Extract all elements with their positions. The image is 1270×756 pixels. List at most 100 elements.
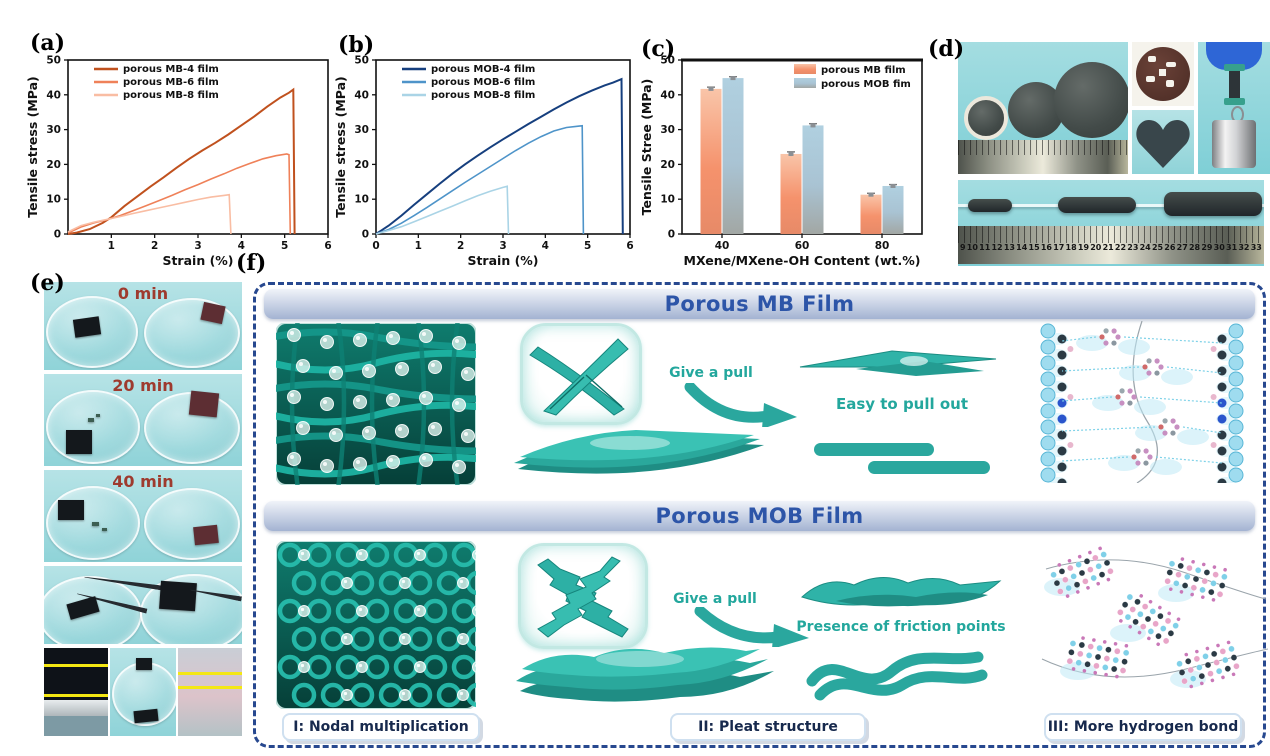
mob-crossed-sheets-box [518, 543, 648, 649]
svg-text:0: 0 [372, 240, 379, 252]
svg-text:Tensile Stree (MPa): Tensile Stree (MPa) [639, 79, 654, 216]
panel-e-photos: 0 min 20 min 40 min [44, 282, 242, 744]
dish-photo-small [110, 648, 176, 736]
svg-text:porous MOB-4 film: porous MOB-4 film [431, 64, 535, 75]
svg-text:Strain (%): Strain (%) [162, 253, 233, 268]
weight-lift-photo [1198, 42, 1270, 174]
svg-text:10: 10 [46, 194, 61, 206]
caption-more-hydrogen-bond: III: More hydrogen bond [1044, 713, 1242, 741]
svg-text:0: 0 [668, 229, 675, 241]
mob-network-image [276, 541, 476, 709]
svg-text:1: 1 [415, 240, 422, 252]
svg-text:Tensile stress (MPa): Tensile stress (MPa) [25, 76, 40, 218]
ruler-bottom: 9 10 11 12 13 14 15 16 17 18 19 20 21 22 23 24 25 26 27 28 2… [958, 226, 1264, 264]
mb-film-banner: Porous MB Film [264, 289, 1255, 319]
small-film-disc [964, 96, 1008, 140]
clamp-top [1224, 64, 1245, 71]
tweezer-photo [44, 566, 242, 644]
panel-e-label: (e) [30, 270, 65, 296]
dish-photo-40min: 40 min [44, 470, 242, 562]
panel-f-label: (f) [236, 250, 267, 276]
panel-f-schematic: Porous MB Film Give a pull Easy to pull … [253, 282, 1268, 748]
svg-text:MXene/MXene-OH Content (wt.%): MXene/MXene-OH Content (wt.%) [684, 253, 921, 268]
film-discs-photo [958, 42, 1128, 174]
caption-nodal-multiplication: I: Nodal multiplication [282, 713, 480, 741]
svg-text:porous MB-4 film: porous MB-4 film [123, 64, 219, 75]
ruler-numbers: 9 10 11 12 13 14 15 16 17 18 19 20 21 22 23 24 25 26 27 28 2… [960, 243, 1262, 253]
mb-network-image [276, 323, 476, 485]
mob-pulled-sheet [801, 577, 1002, 607]
mb-hydrogen-bond-image [1040, 321, 1244, 483]
svg-text:40: 40 [660, 89, 675, 101]
panel-a-label: (a) [30, 30, 66, 56]
rolled-films-photo: 9 10 11 12 13 14 15 16 17 18 19 20 21 22 23 24 25 26 27 28 2… [958, 180, 1264, 266]
svg-text:porous MOB-8 film: porous MOB-8 film [431, 90, 535, 101]
film-roll-small [968, 199, 1012, 212]
mb-pull-arrow [684, 383, 797, 427]
film-strip [1229, 66, 1240, 102]
tensile-chart-mob: 0 1 2 3 4 5 6 0 10 20 30 40 50 Strain (%) Tensile stre… [333, 55, 634, 269]
patterned-disc-photo [1132, 42, 1194, 106]
svg-text:5: 5 [584, 240, 591, 252]
svg-text:3: 3 [499, 240, 506, 252]
time-label-20: 20 min [112, 376, 174, 395]
mb-crossed-sheets [529, 338, 629, 416]
steel-weight [1212, 120, 1256, 168]
dish-photo-20min: 20 min [44, 374, 242, 466]
svg-text:porous MB-8 film: porous MB-8 film [123, 90, 219, 101]
svg-text:3: 3 [194, 240, 201, 252]
svg-text:6: 6 [324, 240, 331, 252]
svg-text:4: 4 [542, 240, 549, 252]
svg-text:40: 40 [354, 89, 369, 101]
mob-pull-arrow [694, 607, 809, 647]
large-film-disc [1054, 62, 1128, 138]
svg-text:porous MB-6 film: porous MB-6 film [123, 77, 219, 88]
svg-text:20: 20 [354, 159, 369, 171]
svg-text:30: 30 [46, 124, 61, 136]
dish-photo-0min: 0 min [44, 282, 242, 370]
svg-text:porous MOB fim: porous MOB fim [821, 79, 911, 90]
mob-film-title: Porous MOB Film [655, 504, 864, 528]
svg-text:50: 50 [354, 55, 369, 67]
time-label-0: 0 min [117, 284, 169, 303]
svg-text:30: 30 [660, 124, 675, 136]
svg-text:6: 6 [626, 240, 633, 252]
mb-pull-text: Give a pull [669, 365, 753, 381]
film-roll-large [1164, 192, 1262, 216]
panel-b-label: (b) [338, 32, 375, 58]
ruler-top [958, 140, 1128, 174]
svg-text:40: 40 [715, 240, 730, 252]
mob-hydrogen-bond-image [1041, 546, 1268, 689]
svg-text:10: 10 [660, 194, 675, 206]
svg-text:20: 20 [660, 159, 675, 171]
svg-text:Strain (%): Strain (%) [467, 253, 538, 268]
svg-text:30: 30 [354, 124, 369, 136]
film-roll-medium [1058, 197, 1136, 213]
heart-film [1136, 120, 1190, 168]
svg-text:20: 20 [46, 159, 61, 171]
svg-text:1: 1 [108, 240, 115, 252]
mob-result-text: Presence of friction points [796, 619, 1006, 635]
mb-pulled-sheet [799, 350, 997, 376]
svg-text:50: 50 [660, 55, 675, 67]
svg-text:60: 60 [795, 240, 810, 252]
edge-photo-right [178, 648, 242, 736]
caption-pleat-structure: II: Pleat structure [670, 713, 866, 741]
mb-pulled-bar-1 [814, 443, 934, 456]
svg-text:40: 40 [46, 89, 61, 101]
edge-photo-left [44, 648, 108, 736]
svg-text:10: 10 [354, 194, 369, 206]
svg-text:5: 5 [281, 240, 288, 252]
svg-text:porous MOB-6 film: porous MOB-6 film [431, 77, 535, 88]
mb-pulled-bar-2 [868, 461, 990, 474]
svg-text:2: 2 [151, 240, 158, 252]
mb-result-text: Easy to pull out [835, 395, 969, 413]
tensile-chart-mb: 1 2 3 4 5 6 0 10 20 30 40 50 Strain (%) Tensile stres… [25, 55, 332, 269]
mob-pull-text: Give a pull [673, 591, 757, 607]
mob-friction-curves [806, 651, 988, 701]
svg-text:porous MB film: porous MB film [821, 65, 906, 76]
svg-text:50: 50 [46, 55, 61, 67]
mob-film-banner: Porous MOB Film [264, 501, 1255, 531]
panel-c-label: (c) [641, 36, 676, 62]
